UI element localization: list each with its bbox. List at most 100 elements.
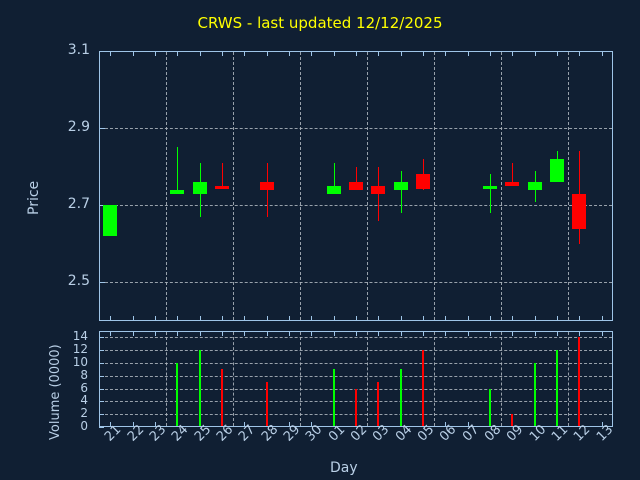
candle-wick[interactable] [356,167,357,190]
price-top-tick [311,51,312,56]
candle-wick[interactable] [334,163,335,194]
price-top-tick [490,51,491,56]
candle-wick[interactable] [267,163,268,217]
candle-body[interactable] [103,205,117,236]
candle-wick[interactable] [401,171,402,213]
volume-gridline-v [233,332,234,426]
volume-tick-mark [99,389,104,390]
volume-top-tick [177,331,178,336]
candle-body[interactable] [416,174,430,189]
price-top-tick [133,51,134,56]
volume-tick-mark [99,337,104,338]
candle-body[interactable] [349,182,363,190]
x-axis-label: Day [330,460,358,476]
price-bottom-tick [535,316,536,321]
price-top-tick [110,51,111,56]
price-tick-mark [99,128,105,129]
volume-bar[interactable] [578,337,580,426]
volume-bar[interactable] [333,369,335,426]
price-tick-mark [99,282,105,283]
candle-body[interactable] [483,186,497,189]
price-gridline-v [568,52,569,320]
price-top-tick [200,51,201,56]
volume-top-tick [267,331,268,336]
volume-bottom-tick [468,422,469,427]
volume-tick-label: 8 [80,368,88,382]
price-top-tick [289,51,290,56]
volume-top-tick [490,331,491,336]
volume-bar[interactable] [556,350,558,426]
volume-gridline-h [100,350,612,351]
price-tick-mark [99,51,105,52]
volume-tick-label: 2 [80,406,88,420]
candle-body[interactable] [550,159,564,182]
volume-top-tick [423,331,424,336]
price-tick-label: 2.7 [67,196,90,212]
volume-tick-label: 10 [72,355,88,369]
price-top-tick [177,51,178,56]
price-gridline-v [166,52,167,320]
volume-bottom-tick [311,422,312,427]
candle-body[interactable] [572,194,586,229]
price-bottom-tick [401,316,402,321]
candle-body[interactable] [528,182,542,190]
volume-bar[interactable] [176,363,178,426]
price-bottom-tick [133,316,134,321]
volume-bar[interactable] [266,382,268,426]
volume-tick-mark [99,414,104,415]
volume-top-tick [512,331,513,336]
price-tick-label: 2.5 [67,273,90,289]
price-top-tick [535,51,536,56]
candle-body[interactable] [394,182,408,190]
volume-bar[interactable] [489,389,491,426]
volume-top-tick [468,331,469,336]
candle-wick[interactable] [490,174,491,213]
candle-wick[interactable] [378,167,379,221]
volume-gridline-h [100,376,612,377]
candle-body[interactable] [260,182,274,190]
volume-bottom-tick [155,422,156,427]
candle-body[interactable] [170,190,184,194]
volume-tick-label: 4 [80,393,88,407]
volume-top-tick [401,331,402,336]
volume-bar[interactable] [422,350,424,426]
price-top-tick [512,51,513,56]
volume-bottom-tick [133,422,134,427]
price-top-tick [401,51,402,56]
candle-body[interactable] [327,186,341,194]
price-gridline-h [100,282,612,283]
candle-body[interactable] [371,186,385,194]
volume-bar[interactable] [199,350,201,426]
price-top-tick [378,51,379,56]
price-bottom-tick [155,316,156,321]
volume-top-tick [557,331,558,336]
candle-wick[interactable] [512,163,513,186]
volume-bar[interactable] [221,369,223,426]
candle-body[interactable] [193,182,207,194]
price-gridline-v [501,52,502,320]
price-bottom-tick [579,316,580,321]
candle-body[interactable] [215,186,229,189]
volume-top-tick [535,331,536,336]
price-bottom-tick [222,316,223,321]
candle-wick[interactable] [222,163,223,186]
price-bottom-tick [267,316,268,321]
volume-bar[interactable] [511,414,513,426]
volume-tick-mark [99,363,104,364]
candle-body[interactable] [505,182,519,186]
candle-wick[interactable] [177,147,178,193]
volume-bar[interactable] [355,389,357,426]
price-top-tick [557,51,558,56]
volume-bottom-tick [289,422,290,427]
volume-bottom-tick [445,422,446,427]
volume-gridline-v [434,332,435,426]
volume-top-tick [133,331,134,336]
volume-bottom-tick [244,422,245,427]
volume-gridline-v [501,332,502,426]
volume-bar[interactable] [400,369,402,426]
volume-bar[interactable] [534,363,536,426]
volume-bar[interactable] [377,382,379,426]
price-bottom-tick [423,316,424,321]
volume-gridline-v [166,332,167,426]
